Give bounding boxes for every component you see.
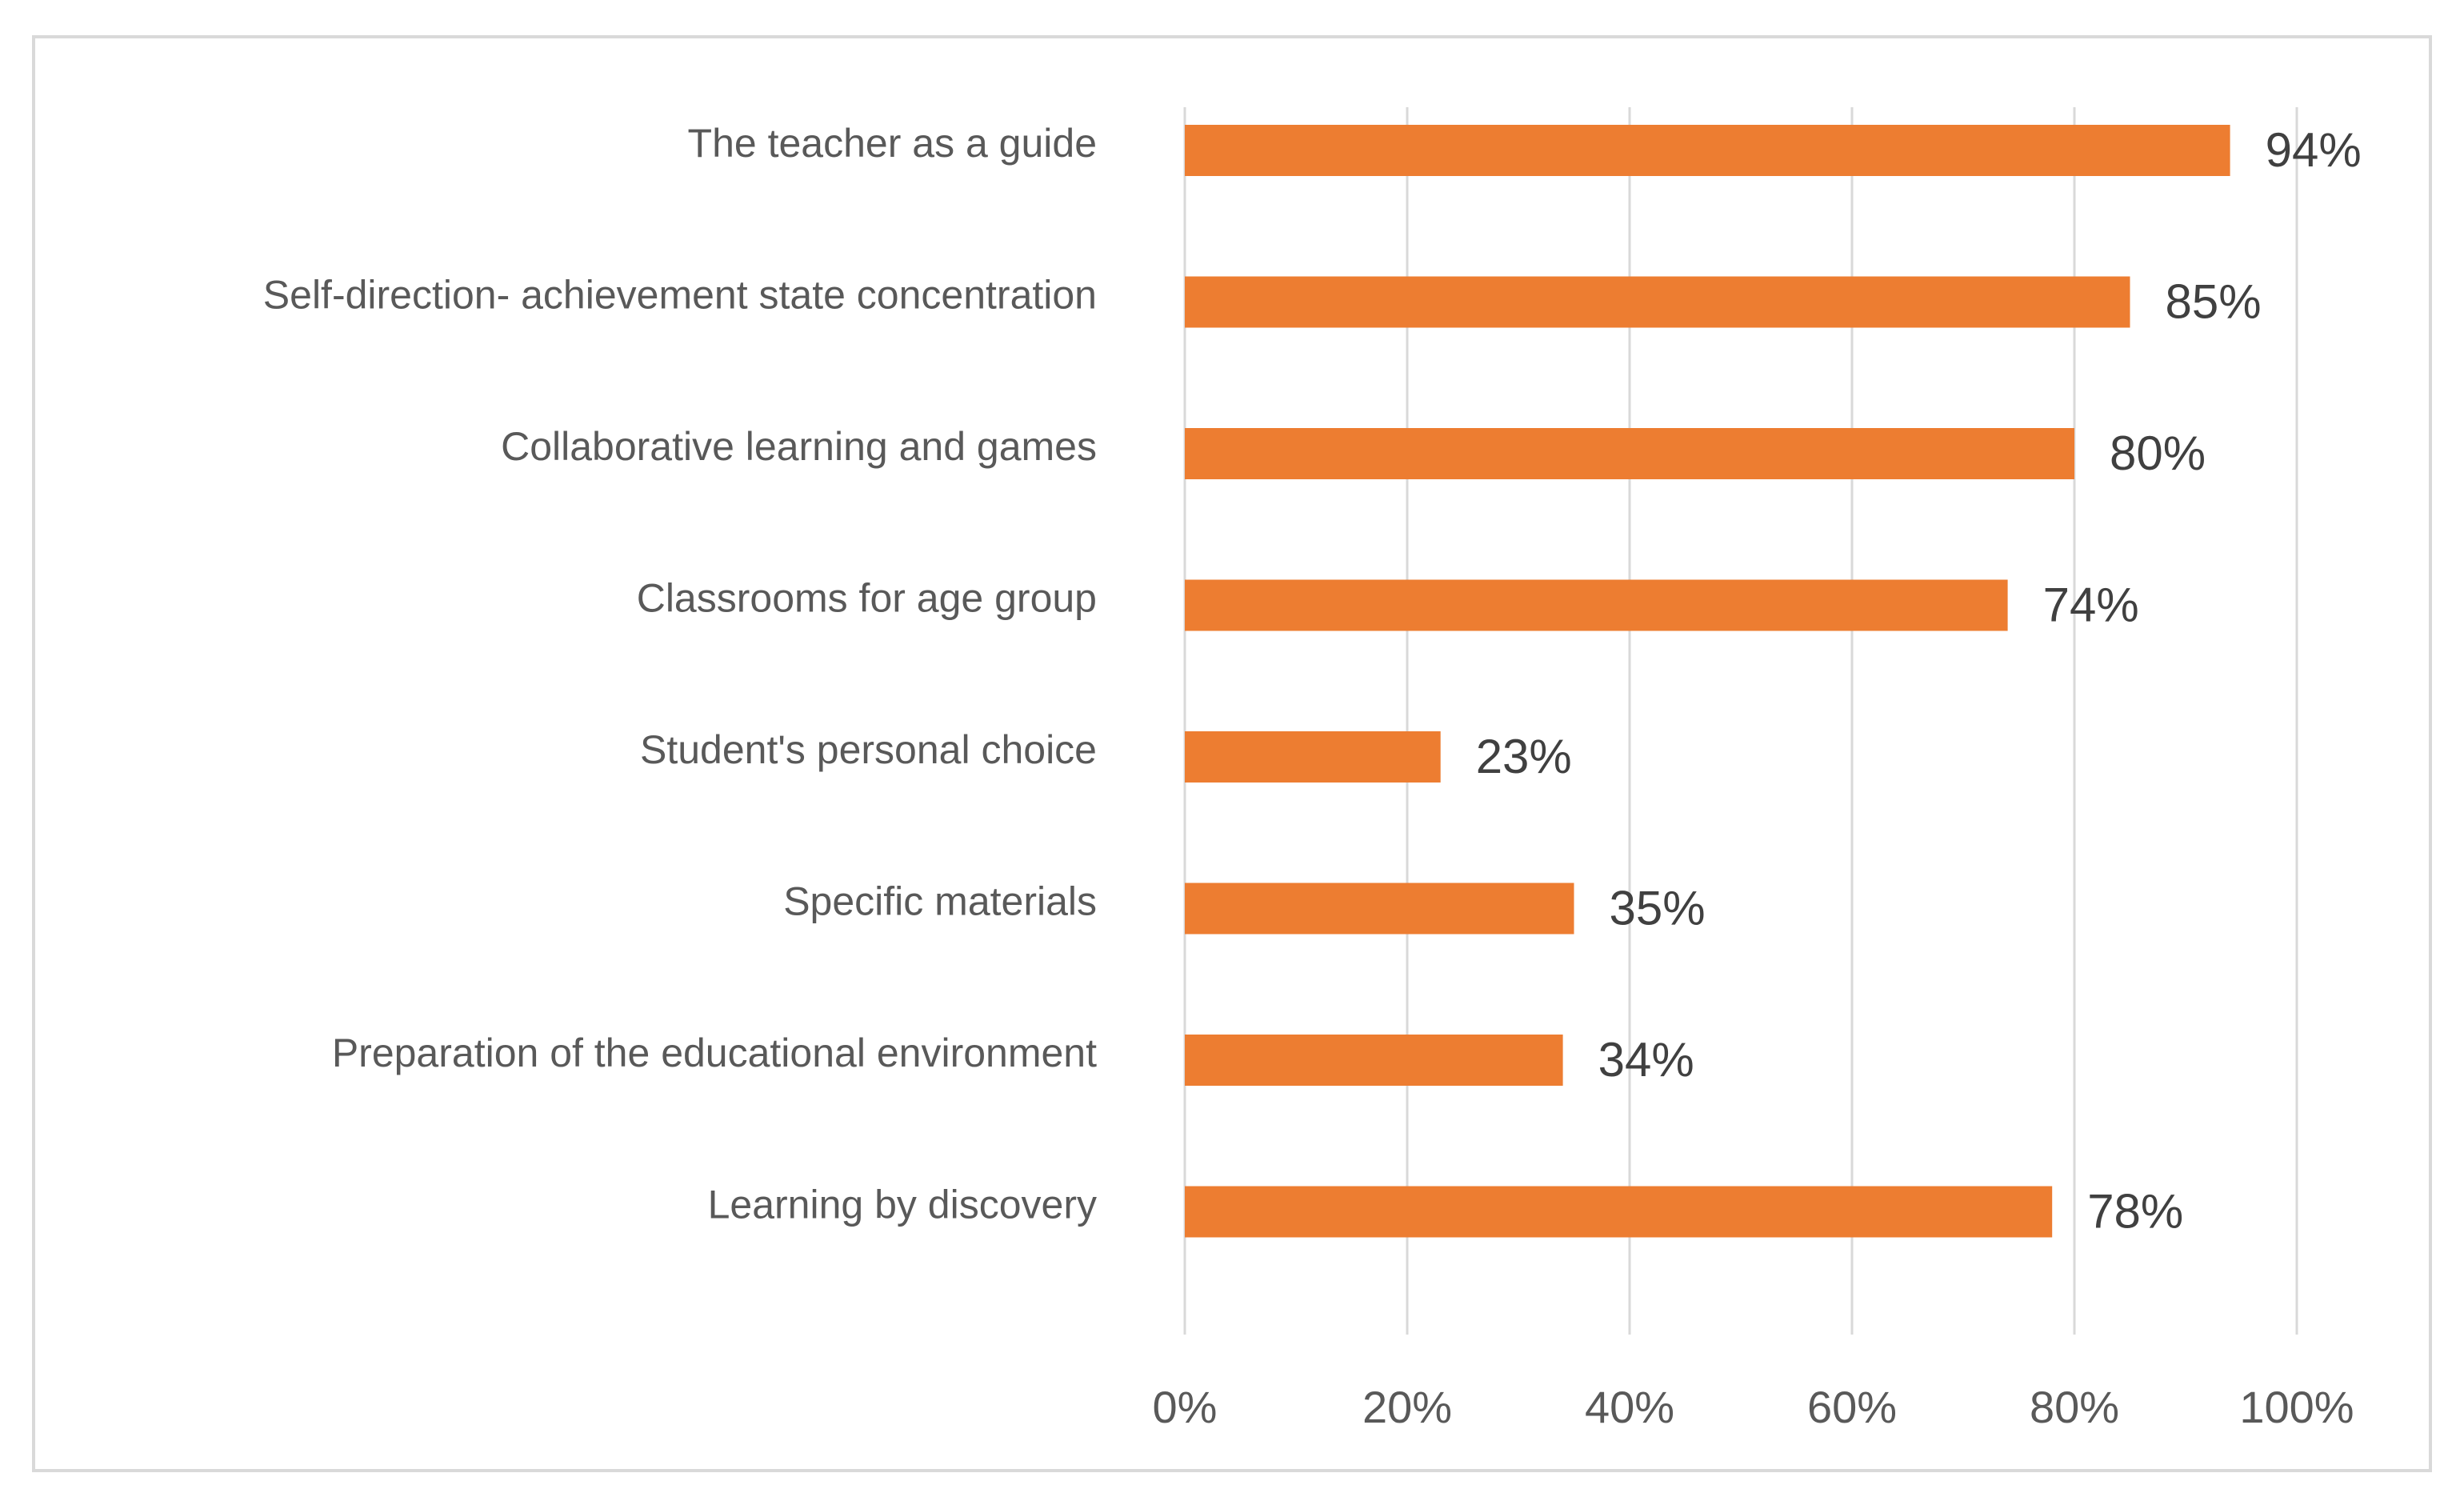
data-label: 80% (2110, 426, 2206, 480)
category-label: Collaborative learning and games (501, 424, 1097, 469)
category-label: Student's personal choice (640, 727, 1097, 772)
bar (1185, 883, 1574, 935)
data-label: 23% (1476, 730, 1572, 783)
category-label: The teacher as a guide (688, 121, 1097, 166)
bar (1185, 1186, 2053, 1238)
data-label: 85% (2166, 275, 2262, 329)
data-label: 34% (1598, 1033, 1694, 1087)
x-tick-label: 0% (1153, 1382, 1218, 1432)
category-label: Preparation of the educational environme… (332, 1031, 1097, 1075)
category-label: Learning by discovery (708, 1183, 1097, 1227)
bar (1185, 276, 2130, 328)
data-label: 78% (2087, 1185, 2183, 1239)
x-tick-label: 60% (1807, 1382, 1897, 1432)
x-tick-label: 80% (2030, 1382, 2119, 1432)
category-label: Classrooms for age group (637, 576, 1097, 621)
bar (1185, 428, 2074, 479)
x-tick-label: 100% (2239, 1382, 2354, 1432)
chart-frame: 0% 20% 40% 60% 80% 100% The teacher as a guide… (32, 35, 2432, 1472)
data-label: 94% (2266, 123, 2362, 177)
data-label: 35% (1610, 882, 1706, 935)
x-tick-label: 20% (1362, 1382, 1452, 1432)
bars (1185, 125, 2230, 1238)
bar (1185, 1035, 1563, 1086)
bar (1185, 731, 1441, 783)
labels: 0% 20% 40% 60% 80% 100% The teacher as a guide… (263, 121, 2362, 1432)
bar-chart: 0% 20% 40% 60% 80% 100% The teacher as a guide… (263, 107, 2362, 1432)
category-label: Specific materials (783, 879, 1097, 924)
bar (1185, 125, 2230, 176)
bar (1185, 579, 2008, 631)
category-label: Self-direction- achievement state concen… (263, 273, 1097, 318)
x-tick-label: 40% (1585, 1382, 1674, 1432)
data-label: 74% (2043, 578, 2139, 632)
